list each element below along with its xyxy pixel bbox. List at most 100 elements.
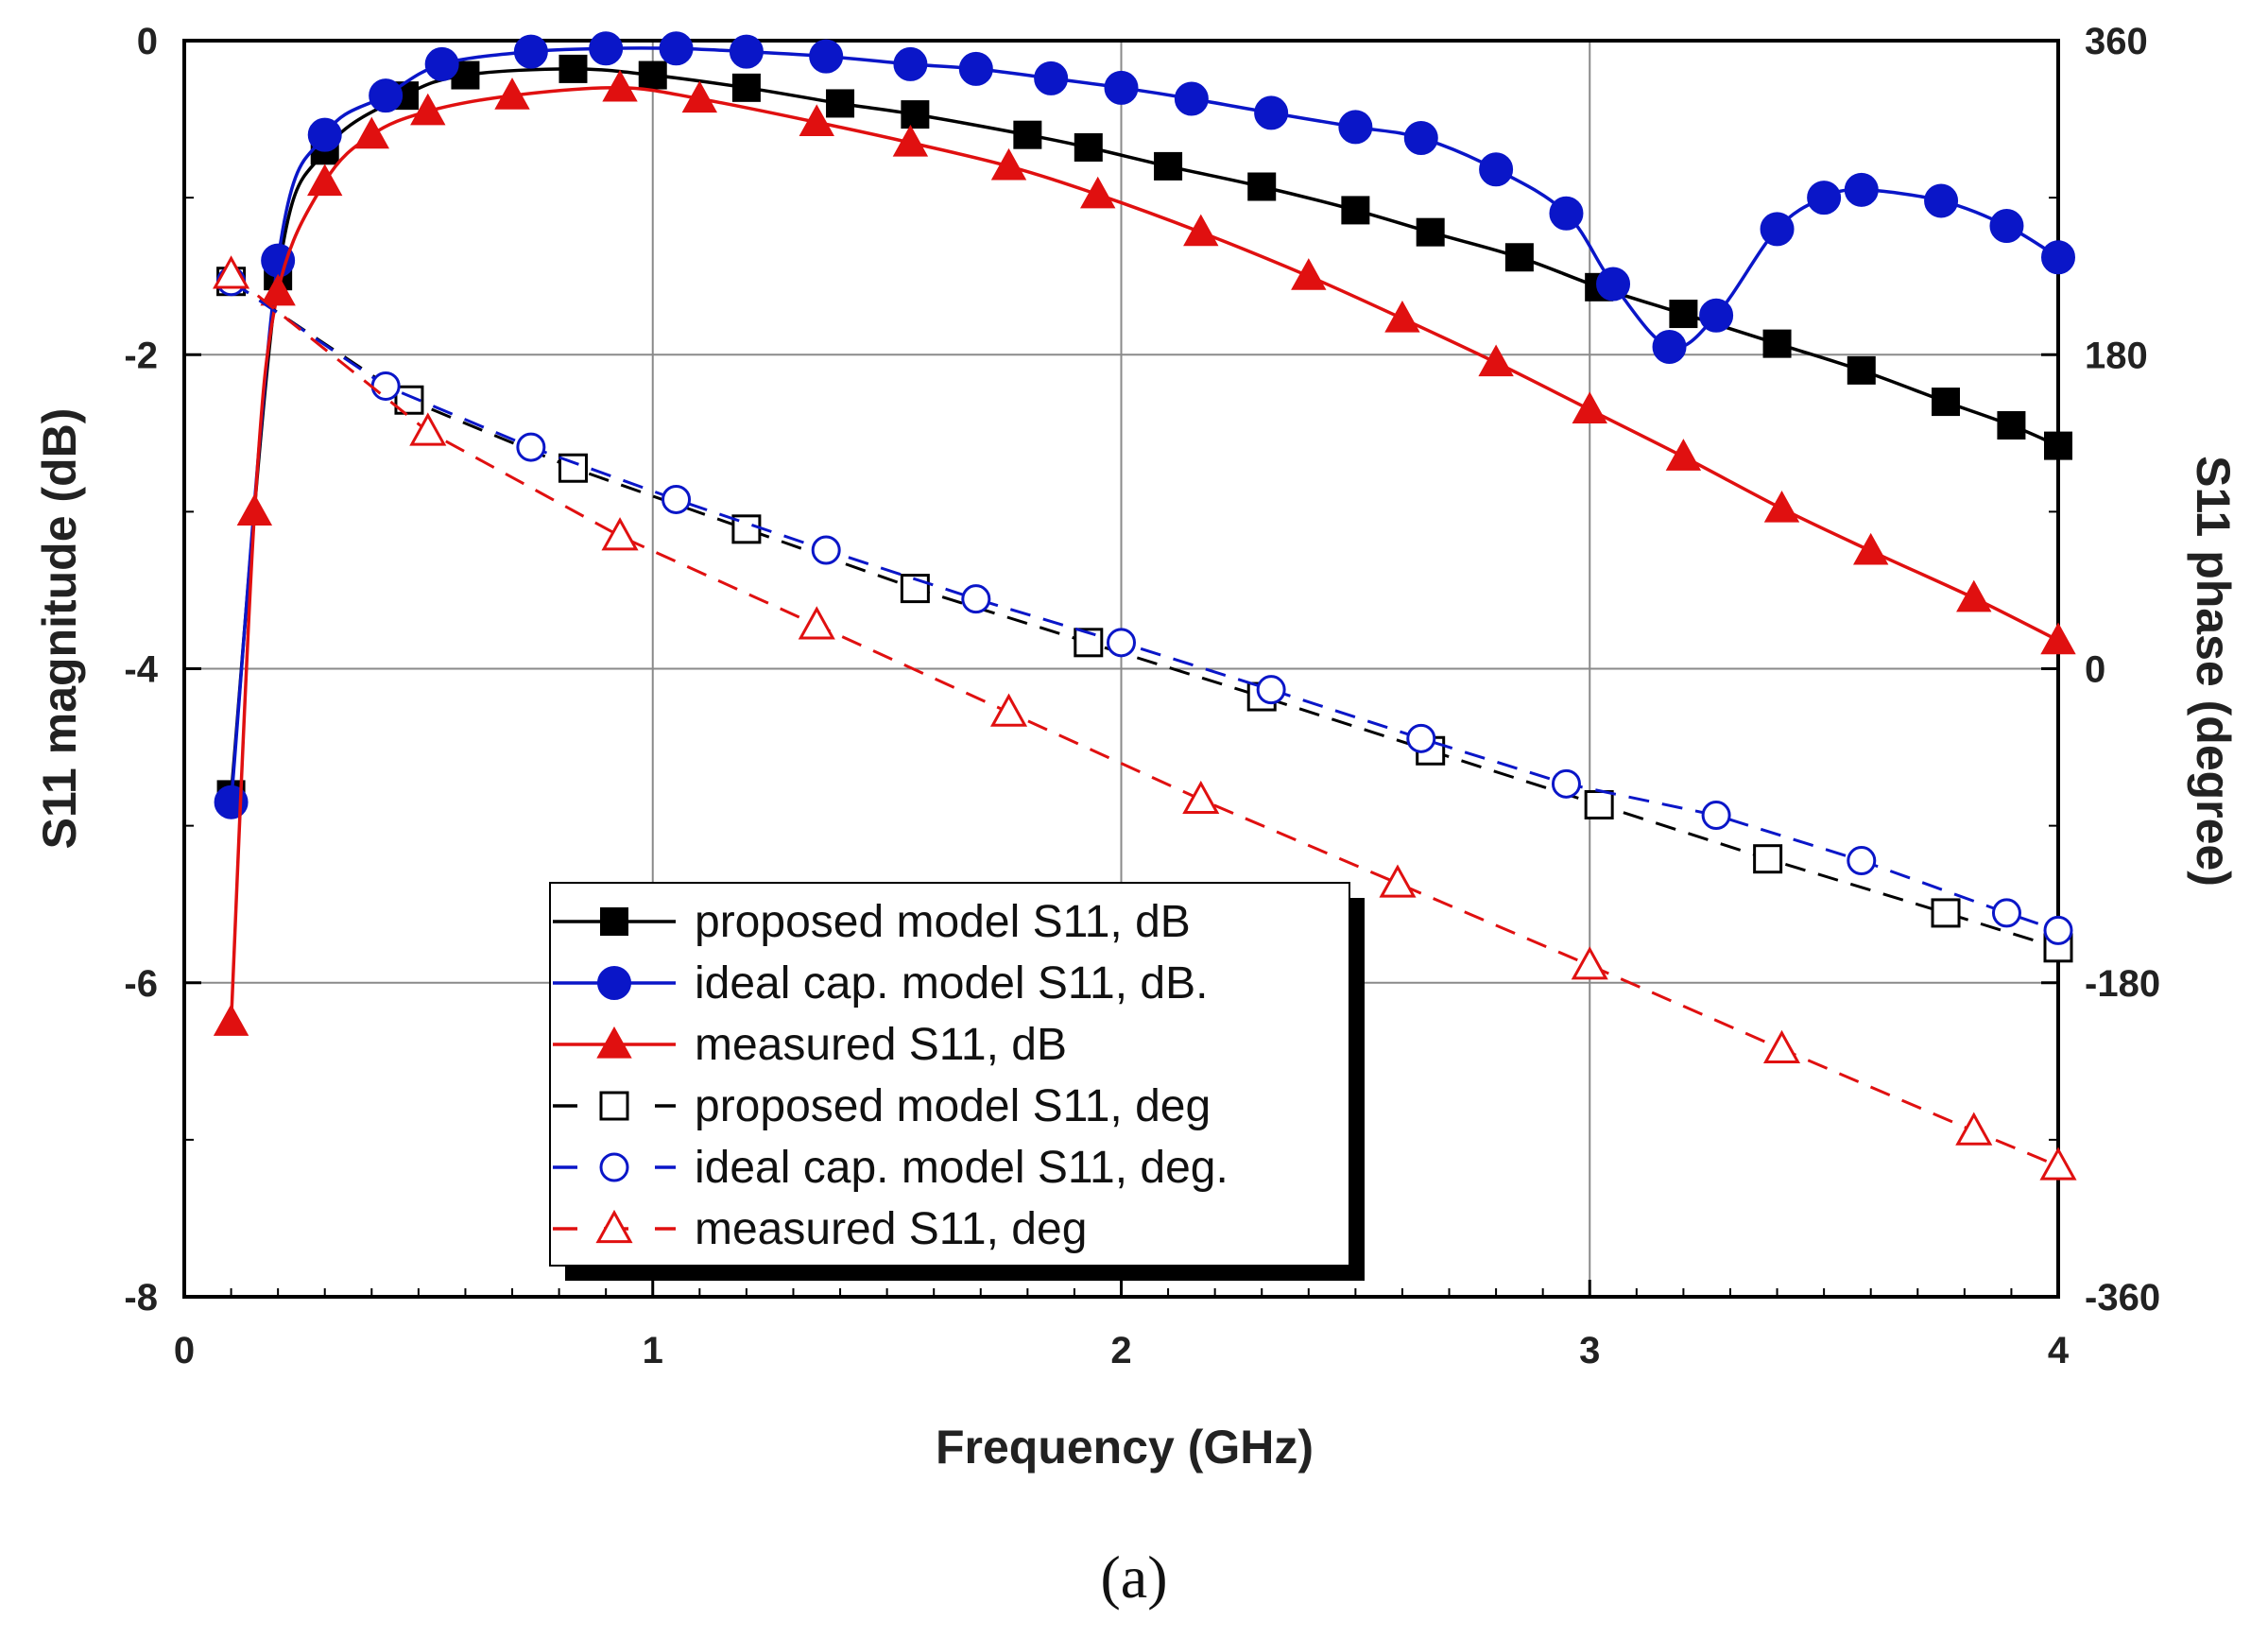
data-point bbox=[370, 371, 401, 401]
legend-entry: ideal cap. model S11, dB. bbox=[553, 958, 1208, 1009]
legend-items: proposed model S11, dB ideal cap. model S… bbox=[553, 897, 1228, 1254]
legend-label: measured S11, dB bbox=[695, 1020, 1067, 1070]
data-point bbox=[1338, 110, 1373, 145]
data-point bbox=[1847, 355, 1876, 385]
data-point bbox=[1807, 181, 1842, 216]
data-point bbox=[1762, 1029, 1801, 1063]
y-left-tick-label: -2 bbox=[124, 335, 158, 376]
data-point bbox=[409, 412, 447, 446]
data-point bbox=[1013, 120, 1042, 149]
data-point bbox=[424, 46, 459, 81]
data-point bbox=[662, 484, 692, 514]
legend-label: ideal cap. model S11, dB. bbox=[695, 958, 1208, 1009]
data-point bbox=[1997, 411, 2026, 440]
legend-entry: measured S11, deg bbox=[553, 1204, 1087, 1254]
series-line bbox=[229, 67, 2059, 795]
data-point bbox=[589, 31, 624, 66]
data-point bbox=[369, 78, 404, 113]
x-tick-label: 0 bbox=[174, 1330, 195, 1371]
y-axis-right-title: S11 phase (degree) bbox=[2187, 456, 2240, 887]
legend-label: proposed model S11, deg bbox=[695, 1081, 1211, 1131]
data-point bbox=[1183, 214, 1219, 247]
x-tick-label: 3 bbox=[1579, 1330, 1600, 1371]
data-point bbox=[516, 432, 546, 462]
y-left-tick-label: -6 bbox=[124, 963, 158, 1005]
legend-entry: proposed model S11, dB bbox=[553, 897, 1191, 947]
legend-entry: measured S11, dB bbox=[553, 1020, 1067, 1070]
ticks: 0 1 2 3 4 0 -2 -4 -6 -8 360 180 0 -180 -360 bbox=[124, 21, 2160, 1371]
legend-marker bbox=[600, 907, 628, 936]
y-right-tick-label: -180 bbox=[2085, 963, 2160, 1005]
data-point bbox=[809, 39, 844, 74]
data-point bbox=[900, 574, 930, 604]
data-point bbox=[1760, 212, 1795, 247]
data-point bbox=[893, 46, 928, 81]
data-point bbox=[958, 51, 993, 86]
data-point bbox=[1763, 490, 1800, 523]
data-point bbox=[1989, 209, 2024, 244]
data-point bbox=[1384, 300, 1420, 333]
data-point bbox=[602, 69, 638, 102]
data-point bbox=[1074, 132, 1103, 162]
series-5 bbox=[216, 267, 2073, 945]
data-point bbox=[798, 606, 835, 640]
series-line bbox=[230, 280, 2059, 950]
data-point bbox=[989, 693, 1028, 727]
data-point bbox=[1669, 300, 1698, 329]
data-point bbox=[1107, 628, 1136, 658]
y-right-tick-label: 360 bbox=[2085, 21, 2148, 62]
data-point bbox=[1932, 388, 1961, 417]
data-point bbox=[353, 116, 389, 149]
legend-marker bbox=[599, 1152, 629, 1182]
legend: proposed model S11, dB ideal cap. model S… bbox=[549, 882, 1365, 1281]
data-point bbox=[1924, 183, 1959, 218]
x-axis-title: Frequency (GHz) bbox=[936, 1421, 1314, 1474]
data-point bbox=[1247, 172, 1277, 201]
figure-caption: (a) bbox=[1100, 1543, 1167, 1611]
data-point bbox=[1291, 258, 1327, 290]
data-point bbox=[811, 535, 841, 565]
data-point bbox=[1847, 846, 1877, 876]
data-point bbox=[213, 255, 250, 289]
data-point bbox=[1665, 439, 1702, 471]
data-point bbox=[961, 584, 991, 614]
data-point bbox=[513, 34, 548, 69]
data-point bbox=[558, 54, 588, 83]
data-point bbox=[1478, 344, 1514, 377]
y-right-tick-label: 180 bbox=[2085, 335, 2148, 376]
data-point bbox=[1034, 60, 1069, 95]
legend-marker bbox=[596, 1026, 632, 1059]
data-point bbox=[2043, 915, 2073, 945]
data-point bbox=[638, 60, 667, 90]
data-point bbox=[213, 1004, 249, 1036]
legend-entry: ideal cap. model S11, deg. bbox=[553, 1143, 1228, 1193]
data-point bbox=[236, 493, 273, 526]
series-line bbox=[230, 280, 2059, 932]
data-point bbox=[1853, 532, 1889, 565]
data-point bbox=[601, 517, 639, 551]
data-point bbox=[1762, 329, 1792, 358]
data-point bbox=[681, 80, 718, 113]
data-point bbox=[1182, 780, 1220, 815]
legend-marker bbox=[599, 1091, 629, 1121]
series-2 bbox=[214, 31, 2075, 819]
legend-box bbox=[549, 882, 1350, 1267]
data-point bbox=[1584, 789, 1614, 819]
y-left-tick-label: 0 bbox=[137, 21, 158, 62]
data-point bbox=[1955, 1112, 1993, 1146]
x-tick-label: 2 bbox=[1110, 1330, 1131, 1371]
data-point bbox=[410, 93, 446, 126]
data-point bbox=[1254, 95, 1289, 130]
data-point bbox=[1956, 579, 1992, 612]
data-point bbox=[1753, 844, 1783, 874]
y-axis-left-title: S11 magnitude (dB) bbox=[33, 408, 86, 850]
data-point bbox=[1701, 801, 1731, 831]
data-point bbox=[1406, 723, 1436, 753]
data-point bbox=[826, 89, 855, 118]
legend-marker bbox=[597, 966, 631, 1000]
data-point bbox=[1256, 675, 1286, 705]
data-point bbox=[1571, 946, 1608, 980]
data-point bbox=[1844, 172, 1879, 207]
data-point bbox=[731, 73, 761, 102]
